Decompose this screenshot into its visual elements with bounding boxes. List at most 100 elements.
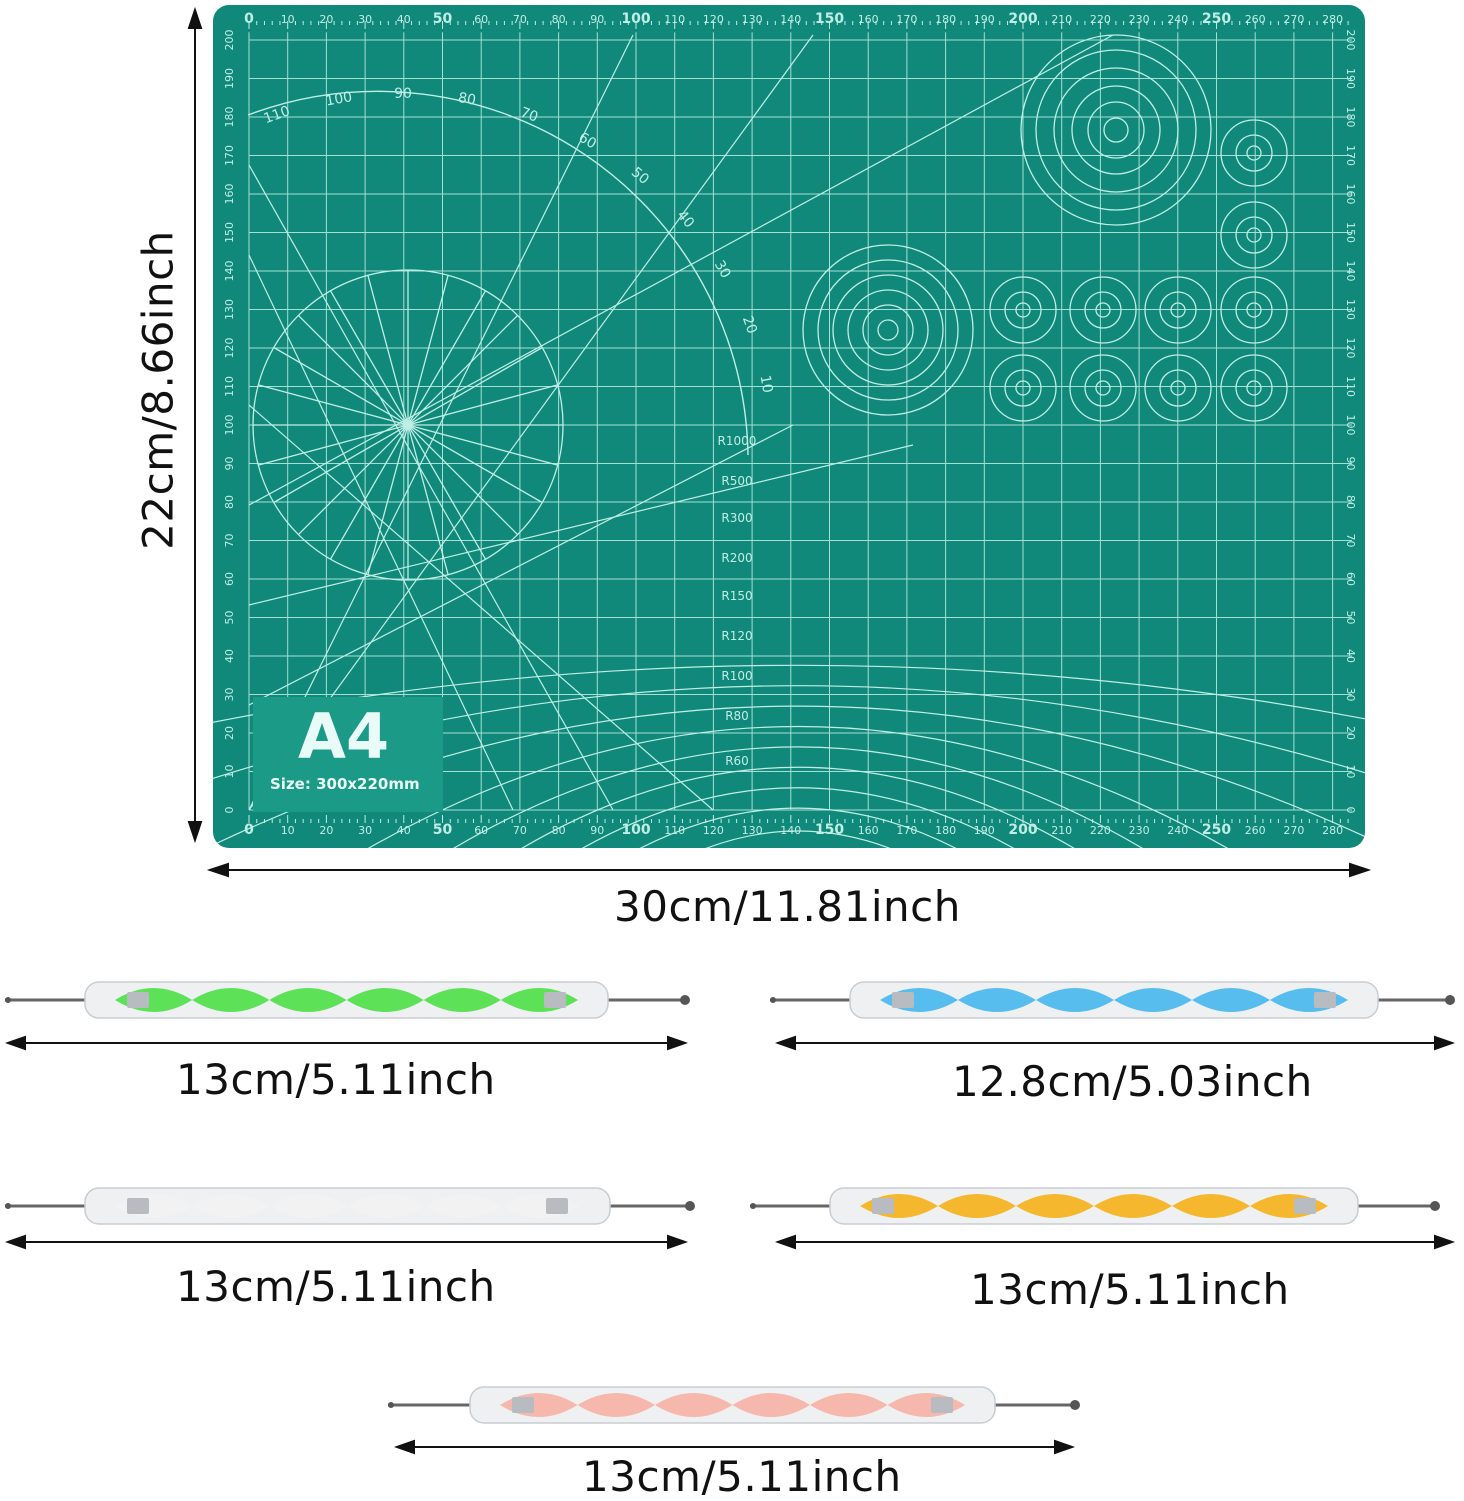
template-circle bbox=[817, 259, 959, 401]
x-tick-label-top: 0 bbox=[244, 11, 254, 27]
x-tick-label-top: 50 bbox=[433, 11, 453, 27]
tool-ball-tip-small bbox=[5, 1203, 11, 1209]
x-tick-label-bottom: 190 bbox=[974, 824, 995, 837]
dotting-tool-4 bbox=[750, 1187, 1440, 1225]
edge-ticks bbox=[248, 21, 1349, 823]
protractor-label: 60 bbox=[576, 130, 599, 153]
dotting-tool-5 bbox=[388, 1386, 1080, 1424]
radius-arc bbox=[213, 664, 1365, 723]
x-tick-label-top: 170 bbox=[896, 13, 917, 26]
x-tick-label-top: 120 bbox=[703, 13, 724, 26]
protractor-label: 20 bbox=[739, 314, 760, 336]
x-tick-label-top: 20 bbox=[319, 13, 333, 26]
template-circle bbox=[1246, 380, 1262, 396]
x-tick-label-bottom: 80 bbox=[552, 824, 566, 837]
tool-ball-tip-small bbox=[5, 997, 11, 1003]
y-tick-label-right: 60 bbox=[1344, 572, 1357, 586]
circle-protractor bbox=[252, 269, 564, 581]
y-tick-label-left: 110 bbox=[223, 376, 236, 397]
radius-arc bbox=[581, 787, 1015, 848]
tool-4-length-label: 13cm/5.11inch bbox=[970, 1265, 1290, 1314]
x-tick-label-bottom: 120 bbox=[703, 824, 724, 837]
protractor-label: 80 bbox=[457, 90, 477, 109]
radius-label: R500 bbox=[721, 474, 752, 488]
radius-label: R60 bbox=[725, 754, 749, 768]
arrow-head-right bbox=[1434, 1035, 1456, 1051]
arrow-head-right bbox=[1434, 1234, 1456, 1250]
protractor-label: 70 bbox=[518, 105, 540, 126]
x-tick-label-bottom: 90 bbox=[590, 824, 604, 837]
x-tick-label-bottom: 0 bbox=[244, 822, 254, 838]
radius-arc bbox=[521, 766, 1075, 848]
tool-ferrule-left bbox=[127, 992, 149, 1008]
height-dimension-label: 22cm/8.66inch bbox=[133, 230, 183, 550]
tool-ball-tip bbox=[1070, 1400, 1080, 1410]
template-circle bbox=[1159, 291, 1197, 329]
y-tick-label-right: 40 bbox=[1344, 649, 1357, 663]
x-tick-label-top: 280 bbox=[1322, 13, 1343, 26]
mat-dimension-arrows bbox=[187, 6, 1372, 878]
tool-ferrule-left bbox=[127, 1198, 149, 1214]
radius-arc bbox=[213, 685, 1365, 780]
tool-4-length-arrow bbox=[774, 1234, 1456, 1250]
x-tick-label-bottom: 280 bbox=[1322, 824, 1343, 837]
template-circle bbox=[1015, 380, 1031, 396]
x-tick-label-bottom: 50 bbox=[433, 822, 453, 838]
cutting-mat: 0 0 10 10 20 20 30 30 40 40 50 50 60 60 70 70 80 80 90 90 10… bbox=[213, 5, 1365, 848]
arrow-head-left bbox=[774, 1035, 796, 1051]
x-tick-label-top: 130 bbox=[742, 13, 763, 26]
y-tick-label-left: 130 bbox=[223, 299, 236, 320]
x-tick-label-top: 270 bbox=[1283, 13, 1304, 26]
y-tick-label-left: 100 bbox=[223, 415, 236, 436]
template-circle bbox=[1004, 291, 1042, 329]
tool-core-twist bbox=[115, 1194, 580, 1218]
diagonal-line bbox=[248, 254, 514, 811]
protractor-arc bbox=[247, 90, 749, 456]
x-tick-label-bottom: 140 bbox=[780, 824, 801, 837]
arrow-head-left bbox=[774, 1234, 796, 1250]
diagonal-line bbox=[248, 444, 914, 606]
radius-label: R300 bbox=[721, 511, 752, 525]
protractor-label: 30 bbox=[711, 258, 734, 281]
y-tick-label-right: 170 bbox=[1344, 145, 1357, 166]
y-tick-label-left: 140 bbox=[223, 261, 236, 282]
tool-core-twist bbox=[860, 1194, 1328, 1218]
arrow-head-right bbox=[1054, 1439, 1076, 1455]
x-tick-label-bottom: 270 bbox=[1283, 824, 1304, 837]
x-tick-label-bottom: 200 bbox=[1008, 822, 1037, 838]
dotting-tool-2 bbox=[770, 981, 1455, 1019]
template-circle bbox=[1170, 380, 1186, 396]
x-tick-label-bottom: 70 bbox=[513, 824, 527, 837]
tool-ball-tip bbox=[1445, 995, 1455, 1005]
width-arrow-left bbox=[206, 862, 229, 878]
template-circle bbox=[1159, 369, 1197, 407]
diagonal-line bbox=[248, 34, 634, 811]
radius-label: R80 bbox=[725, 709, 749, 723]
template-circle bbox=[1235, 216, 1273, 254]
y-tick-label-right: 110 bbox=[1344, 376, 1357, 397]
tool-2-length-label: 12.8cm/5.03inch bbox=[952, 1057, 1313, 1106]
y-tick-label-left: 80 bbox=[223, 495, 236, 509]
template-circle bbox=[1084, 291, 1122, 329]
x-tick-label-bottom: 30 bbox=[358, 824, 372, 837]
template-circle bbox=[1246, 227, 1262, 243]
y-tick-label-left: 150 bbox=[223, 222, 236, 243]
tool-ball-tip bbox=[685, 1201, 695, 1211]
a4-label-box bbox=[253, 697, 443, 812]
template-circle bbox=[1235, 134, 1273, 172]
template-circle bbox=[1144, 354, 1212, 422]
template-circle bbox=[802, 244, 974, 416]
tool-1-length-arrow bbox=[4, 1035, 689, 1051]
height-arrow-bottom bbox=[187, 821, 203, 844]
protractor-label: 10 bbox=[757, 374, 776, 394]
x-tick-label-top: 160 bbox=[858, 13, 879, 26]
tool-2-length-arrow bbox=[774, 1035, 1456, 1051]
y-tick-label-right: 80 bbox=[1344, 495, 1357, 509]
template-circle bbox=[989, 354, 1057, 422]
y-tick-label-left: 180 bbox=[223, 107, 236, 128]
x-tick-label-top: 30 bbox=[358, 13, 372, 26]
x-tick-label-top: 220 bbox=[1090, 13, 1111, 26]
a4-label: A4 bbox=[298, 700, 390, 773]
template-circle bbox=[1220, 201, 1288, 269]
x-tick-label-top: 190 bbox=[974, 13, 995, 26]
